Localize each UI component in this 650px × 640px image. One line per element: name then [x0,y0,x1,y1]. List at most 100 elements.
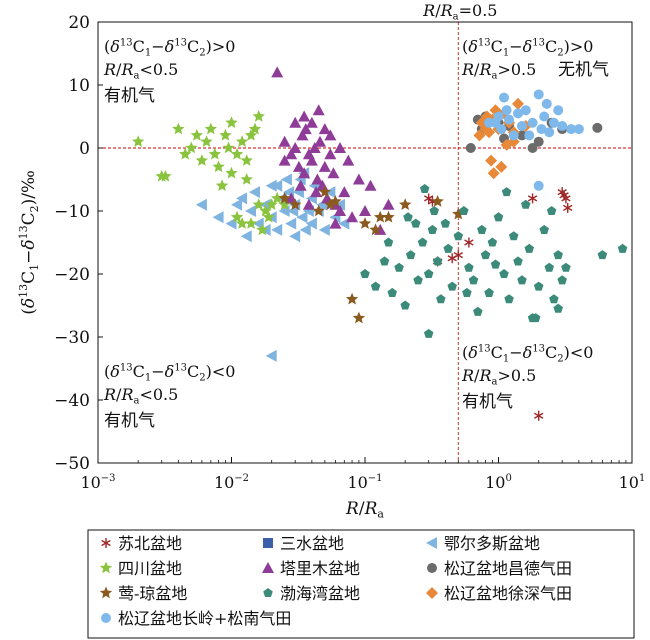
data-point [358,217,372,229]
data-point [338,217,350,230]
data-point [549,294,559,304]
data-point [557,120,568,131]
legend-item: 莺-琼盆地 [99,584,187,603]
data-point [190,128,204,141]
data-point [346,211,359,223]
data-point [285,217,297,230]
data-point [208,147,222,160]
data-point [544,262,555,272]
data-point [493,212,504,222]
data-point [429,206,439,216]
legend-label: 三水盆地 [280,534,344,553]
data-point [443,243,453,253]
data-point [597,250,608,260]
data-point [240,154,253,166]
data-point [553,303,563,313]
data-point [318,223,330,236]
data-point [452,207,465,220]
data-point [345,292,359,305]
data-point [222,141,235,154]
data-point [352,173,365,185]
y-tick-label: −20 [54,265,90,285]
legend-item: 三水盆地 [263,534,344,553]
data-point [382,210,395,223]
legend-marker [262,562,274,573]
legend-item: 鄂尔多斯盆地 [426,534,540,553]
data-point [172,122,185,135]
data-point [271,179,283,192]
plot-area [98,22,632,463]
data-point [499,269,509,279]
data-point [527,143,538,153]
data-point [240,230,252,243]
data-point [557,275,567,285]
data-point [225,166,238,179]
data-point [324,148,337,160]
data-point [271,191,284,204]
data-point [236,192,248,205]
data-point [477,224,487,234]
data-point [305,154,318,166]
data-point [473,129,486,142]
legend-marker [101,613,111,623]
y-tick-label: 20 [68,13,90,33]
legend-item: 松辽盆地昌德气田 [427,559,572,578]
data-point [159,169,172,182]
data-point [484,287,494,297]
data-point [413,275,423,285]
data-point [499,92,510,103]
data-point [520,105,531,116]
data-point [548,117,559,128]
legend-marker [99,586,113,599]
data-point [379,256,390,266]
data-point [212,160,225,173]
series-7 [360,183,628,338]
data-point [524,243,535,253]
data-point [563,202,573,213]
legend-label: 鄂尔多斯盆地 [444,534,540,553]
y-tick-label: −30 [54,328,90,348]
y-tick-label: −50 [54,454,90,474]
data-point [453,231,464,241]
data-point [252,198,265,210]
data-point [468,275,479,285]
data-point [312,104,325,116]
data-point [539,111,550,122]
series-6 [278,185,465,324]
data-point [289,116,302,128]
data-point [512,97,525,110]
data-point [423,328,434,338]
legend-label: 松辽盆地徐深气田 [444,584,572,603]
data-point [487,167,500,180]
data-point [405,250,416,260]
legend-item: 松辽盆地长岭+松南气田 [101,609,291,628]
data-point [204,122,218,135]
data-point [387,287,398,297]
legend-marker [99,561,113,574]
data-point [342,154,355,166]
data-point [487,237,498,247]
data-point [517,130,528,141]
data-point [533,136,544,147]
quadrant-ratio: R/Ra>0.5 [461,60,536,82]
data-point [464,262,474,272]
data-point [369,223,382,236]
data-point [289,198,302,210]
legend-label: 渤海湾盆地 [280,584,360,603]
data-point [308,142,321,153]
data-point [231,198,243,211]
data-point [310,186,323,198]
data-point [289,230,301,243]
data-point [285,148,298,160]
data-point [195,198,207,211]
y-tick-label: 0 [79,139,90,159]
data-point [508,130,519,141]
legend-label: 塔里木盆地 [280,559,360,578]
data-point [179,147,192,160]
data-point [617,243,628,253]
data-point [544,127,555,138]
data-point [374,210,387,223]
data-point [473,306,483,316]
data-point [240,173,253,185]
